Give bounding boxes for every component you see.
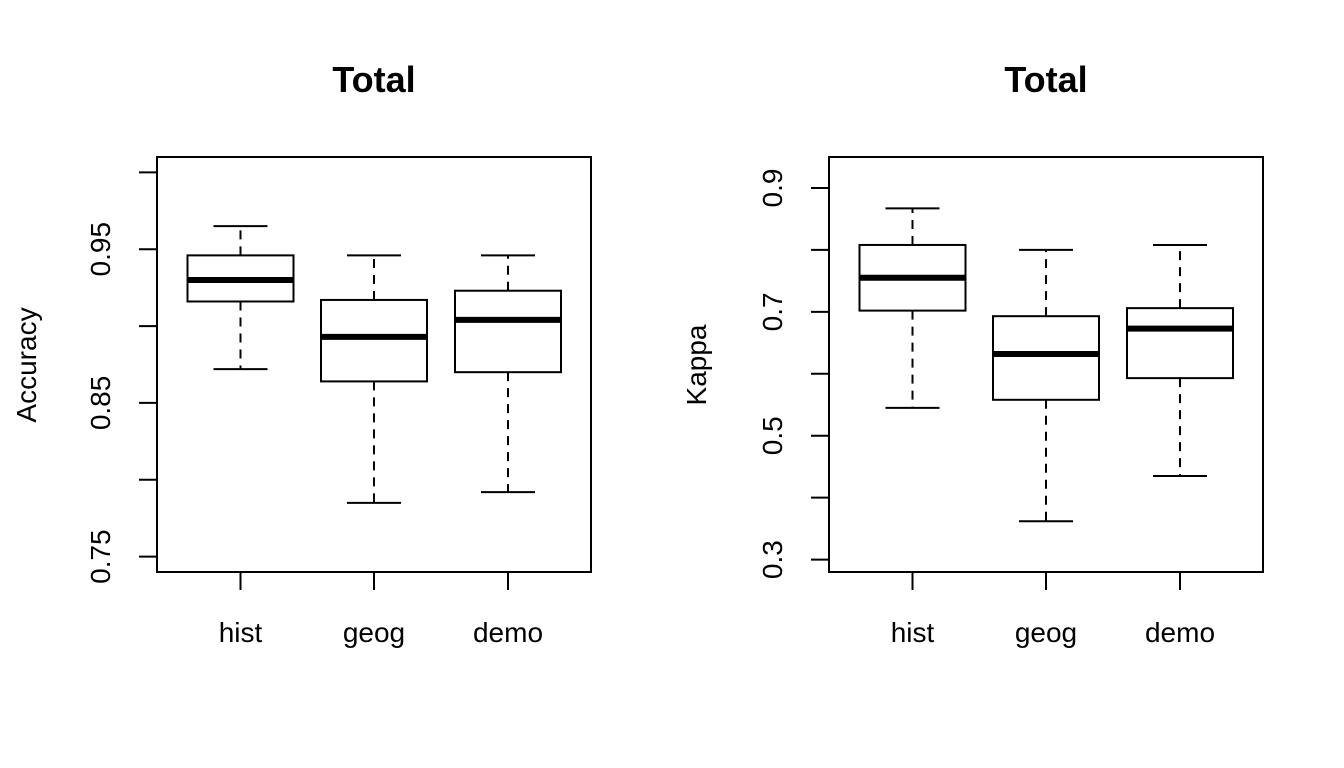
x-tick-label: hist <box>219 617 263 648</box>
y-tick-label: 0.7 <box>757 292 788 331</box>
y-tick-label: 0.3 <box>757 540 788 579</box>
chart-title: Total <box>1004 59 1087 100</box>
y-tick-label: 0.95 <box>85 222 116 277</box>
kappa-panel: Total Kappa 0.3 0.5 0.7 0.9 hist geog demo <box>681 59 1264 648</box>
iqr-box <box>454 289 562 374</box>
x-tick-label: geog <box>343 617 405 648</box>
y-tick-label: 0.9 <box>757 169 788 208</box>
x-tick-label: hist <box>891 617 935 648</box>
chart-title: Total <box>332 59 415 100</box>
x-tick-label: demo <box>473 617 543 648</box>
y-axis-label: Kappa <box>681 324 712 405</box>
iqr-box <box>992 315 1100 401</box>
accuracy-panel: Total Accuracy 0.75 0.85 0.95 hist geog demo <box>11 59 592 648</box>
y-tick-label: 0.5 <box>757 416 788 455</box>
iqr-box <box>1126 307 1234 380</box>
x-tick-label: geog <box>1015 617 1077 648</box>
y-tick-label: 0.85 <box>85 376 116 431</box>
x-tick-label: demo <box>1145 617 1215 648</box>
y-tick-label: 0.75 <box>85 529 116 584</box>
y-axis-label: Accuracy <box>11 307 42 422</box>
iqr-box <box>320 298 428 383</box>
